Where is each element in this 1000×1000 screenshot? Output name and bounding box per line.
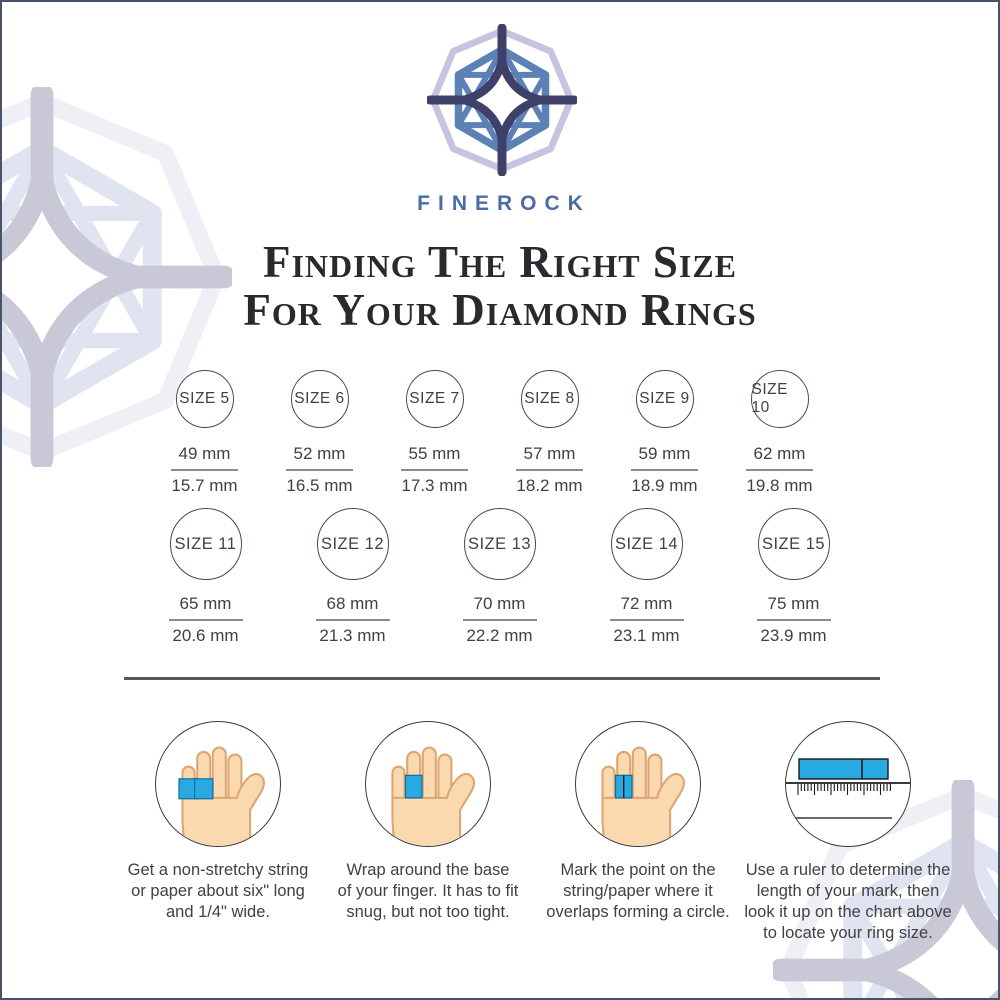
ring-size-label: SIZE 8 <box>524 390 575 407</box>
size-item: SIZE 8 57 mm 18.2 mm <box>492 370 607 496</box>
circumference-value: 52 mm <box>286 444 353 471</box>
instruction-text-3: Mark the point on the string/paper where… <box>546 861 730 921</box>
instruction-step-2: Wrap around the base of your finger. It … <box>323 721 533 944</box>
size-measurements: 49 mm 15.7 mm <box>171 444 238 496</box>
circumference-value: 65 mm <box>168 594 243 621</box>
ruler-icon <box>786 758 910 819</box>
hand-one-band-icon <box>392 747 474 846</box>
ring-size-label: SIZE 6 <box>294 390 345 407</box>
diameter-value: 16.5 mm <box>286 476 353 495</box>
diameter-value: 15.7 mm <box>171 476 238 495</box>
page-title-line1: Finding The Right Size <box>262 237 738 287</box>
size-measurements: 70 mm 22.2 mm <box>462 594 537 646</box>
size-measurements: 75 mm 23.9 mm <box>756 594 831 646</box>
ruler-ticks <box>797 784 891 795</box>
ring-size-label: SIZE 10 <box>751 381 788 416</box>
circumference-value: 62 mm <box>746 444 813 471</box>
size-chart-row-2: SIZE 11 65 mm 20.6 mm SIZE 12 68 mm 21.3… <box>132 508 867 646</box>
ring-size-label: SIZE 11 <box>174 534 237 553</box>
finerock-logo-icon <box>430 28 574 172</box>
circumference-value: 57 mm <box>516 444 583 471</box>
size-item: SIZE 12 68 mm 21.3 mm <box>279 508 426 646</box>
size-measurements: 62 mm 19.8 mm <box>746 444 813 496</box>
diameter-value: 17.3 mm <box>401 476 468 495</box>
size-measurements: 57 mm 18.2 mm <box>516 444 583 496</box>
diameter-value: 22.2 mm <box>466 626 533 645</box>
section-divider <box>124 677 880 680</box>
diameter-value: 23.1 mm <box>613 626 680 645</box>
ring-size-circle: SIZE 8 <box>520 370 579 428</box>
ring-size-label: SIZE 12 <box>320 534 385 553</box>
diameter-value: 18.2 mm <box>516 476 583 495</box>
ring-size-circle: SIZE 12 <box>316 508 389 580</box>
circumference-value: 59 mm <box>631 444 698 471</box>
ring-size-label: SIZE 14 <box>614 534 679 553</box>
ring-size-circle: SIZE 11 <box>169 508 242 580</box>
ring-size-circle: SIZE 5 <box>175 370 234 428</box>
size-item: SIZE 13 70 mm 22.2 mm <box>426 508 573 646</box>
diameter-value: 23.9 mm <box>760 626 827 645</box>
size-measurements: 68 mm 21.3 mm <box>315 594 390 646</box>
size-measurements: 72 mm 23.1 mm <box>609 594 684 646</box>
instruction-step-3: Mark the point on the string/paper where… <box>533 721 743 944</box>
ring-size-circle: SIZE 15 <box>757 508 830 580</box>
instruction-illustration-2 <box>365 721 491 847</box>
ring-size-circle: SIZE 6 <box>290 370 349 428</box>
size-chart-row-1: SIZE 5 49 mm 15.7 mm SIZE 6 52 mm 16.5 m… <box>147 370 837 496</box>
size-item: SIZE 6 52 mm 16.5 mm <box>262 370 377 496</box>
ring-size-label: SIZE 9 <box>639 390 690 407</box>
size-measurements: 59 mm 18.9 mm <box>631 444 698 496</box>
size-item: SIZE 10 62 mm 19.8 mm <box>722 370 837 496</box>
diameter-value: 20.6 mm <box>172 626 239 645</box>
ring-size-circle: SIZE 10 <box>750 370 809 428</box>
hand-marked-band-icon <box>602 747 684 846</box>
size-measurements: 52 mm 16.5 mm <box>286 444 353 496</box>
instruction-illustration-1 <box>155 721 281 847</box>
instructions-row: Get a non-stretchy string or paper about… <box>113 721 952 944</box>
size-item: SIZE 11 65 mm 20.6 mm <box>132 508 279 646</box>
hand-two-bands-icon <box>178 747 264 846</box>
ring-size-label: SIZE 15 <box>761 534 826 553</box>
instruction-illustration-4 <box>785 721 911 847</box>
diameter-value: 18.9 mm <box>631 476 698 495</box>
circumference-value: 68 mm <box>315 594 390 621</box>
circumference-value: 55 mm <box>401 444 468 471</box>
circumference-value: 75 mm <box>756 594 831 621</box>
size-measurements: 55 mm 17.3 mm <box>401 444 468 496</box>
size-item: SIZE 9 59 mm 18.9 mm <box>607 370 722 496</box>
circumference-value: 70 mm <box>462 594 537 621</box>
instruction-step-4: Use a ruler to determine the length of y… <box>743 721 953 944</box>
instruction-step-1: Get a non-stretchy string or paper about… <box>113 721 323 944</box>
ring-size-circle: SIZE 14 <box>610 508 683 580</box>
size-measurements: 65 mm 20.6 mm <box>168 594 243 646</box>
ring-size-circle: SIZE 7 <box>405 370 464 428</box>
ring-size-circle: SIZE 9 <box>635 370 694 428</box>
instruction-text-4: Use a ruler to determine the length of y… <box>744 861 952 942</box>
page-title: Finding The Right Size For Your Diamond … <box>2 238 998 334</box>
instruction-text-1: Get a non-stretchy string or paper about… <box>127 861 309 921</box>
page-title-line2: For Your Diamond Rings <box>243 285 757 335</box>
instruction-illustration-3 <box>575 721 701 847</box>
ring-size-label: SIZE 13 <box>467 534 532 553</box>
instruction-text-2: Wrap around the base of your finger. It … <box>337 861 519 921</box>
circumference-value: 72 mm <box>609 594 684 621</box>
size-item: SIZE 7 55 mm 17.3 mm <box>377 370 492 496</box>
circumference-value: 49 mm <box>171 444 238 471</box>
size-item: SIZE 14 72 mm 23.1 mm <box>573 508 720 646</box>
ring-size-label: SIZE 5 <box>179 390 230 407</box>
diameter-value: 19.8 mm <box>746 476 813 495</box>
size-item: SIZE 15 75 mm 23.9 mm <box>720 508 867 646</box>
diameter-value: 21.3 mm <box>319 626 386 645</box>
ring-size-circle: SIZE 13 <box>463 508 536 580</box>
ring-size-label: SIZE 7 <box>409 390 460 407</box>
brand-name: FINEROCK <box>417 192 591 215</box>
size-item: SIZE 5 49 mm 15.7 mm <box>147 370 262 496</box>
